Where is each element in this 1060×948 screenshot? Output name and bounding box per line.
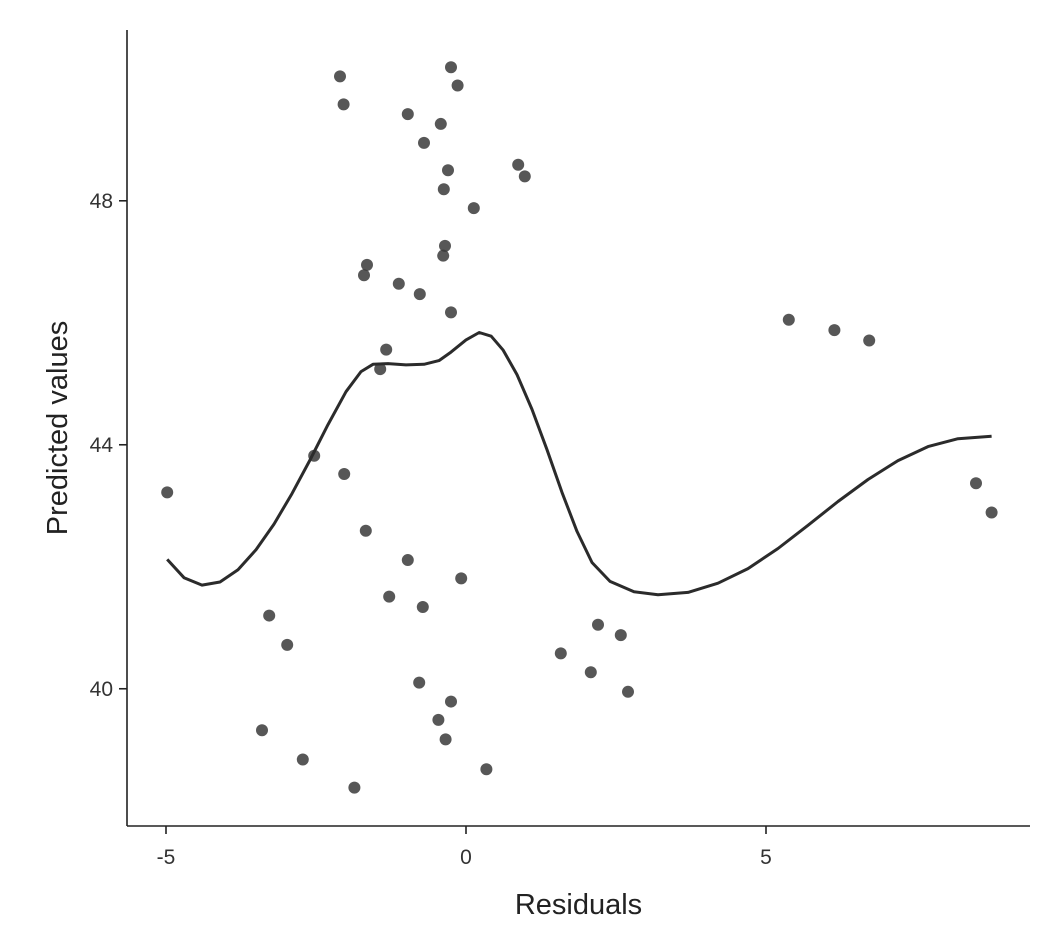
data-point — [584, 666, 597, 679]
data-point — [380, 343, 393, 356]
axes — [126, 30, 1030, 827]
data-point — [439, 239, 451, 252]
data-point — [263, 609, 276, 622]
data-point — [401, 108, 414, 121]
points-layer — [161, 61, 998, 794]
y-tick-label: 48 — [90, 190, 113, 213]
data-point — [334, 70, 346, 83]
data-point — [413, 288, 426, 301]
x-axis-title: Residuals — [515, 889, 642, 921]
data-point — [361, 258, 373, 271]
data-point — [445, 695, 457, 708]
data-point — [828, 324, 841, 337]
data-point — [416, 601, 429, 614]
data-point — [467, 202, 480, 215]
data-point — [445, 306, 457, 319]
data-point — [614, 629, 627, 642]
data-point — [518, 170, 531, 183]
data-point — [338, 468, 351, 481]
data-point — [383, 590, 396, 603]
data-point — [337, 98, 350, 111]
data-point — [782, 313, 795, 326]
data-point — [296, 753, 309, 766]
data-point — [358, 269, 370, 282]
data-point — [437, 183, 450, 196]
data-point — [401, 554, 414, 567]
data-point — [161, 486, 174, 499]
ticks: -5 0 5 40 44 48 — [90, 190, 772, 869]
x-tick-label: 5 — [760, 846, 772, 869]
data-point — [418, 136, 430, 149]
data-point — [455, 572, 468, 585]
data-point — [439, 733, 452, 746]
data-point — [451, 79, 464, 92]
smooth-trend-line — [166, 331, 992, 597]
data-point — [432, 713, 445, 726]
data-point — [434, 117, 447, 130]
data-point — [554, 647, 567, 660]
y-tick-label: 40 — [90, 678, 113, 701]
data-point — [970, 477, 982, 490]
data-point — [863, 334, 876, 347]
data-point — [348, 781, 361, 794]
data-point — [442, 164, 454, 177]
x-tick-label: -5 — [157, 846, 176, 869]
data-point — [437, 249, 450, 262]
data-point — [622, 685, 634, 698]
data-point — [392, 277, 405, 290]
data-point — [374, 363, 387, 376]
y-tick-label: 44 — [90, 434, 114, 457]
data-point — [413, 676, 426, 689]
data-point — [985, 506, 998, 519]
data-point — [281, 638, 294, 651]
y-axis-title: Predicted values — [42, 321, 74, 535]
x-tick-label: 0 — [460, 846, 472, 869]
data-point — [592, 618, 604, 631]
data-point — [445, 61, 457, 74]
data-point — [256, 724, 268, 737]
data-point — [480, 763, 493, 776]
data-point — [512, 158, 525, 171]
data-point — [359, 524, 372, 537]
